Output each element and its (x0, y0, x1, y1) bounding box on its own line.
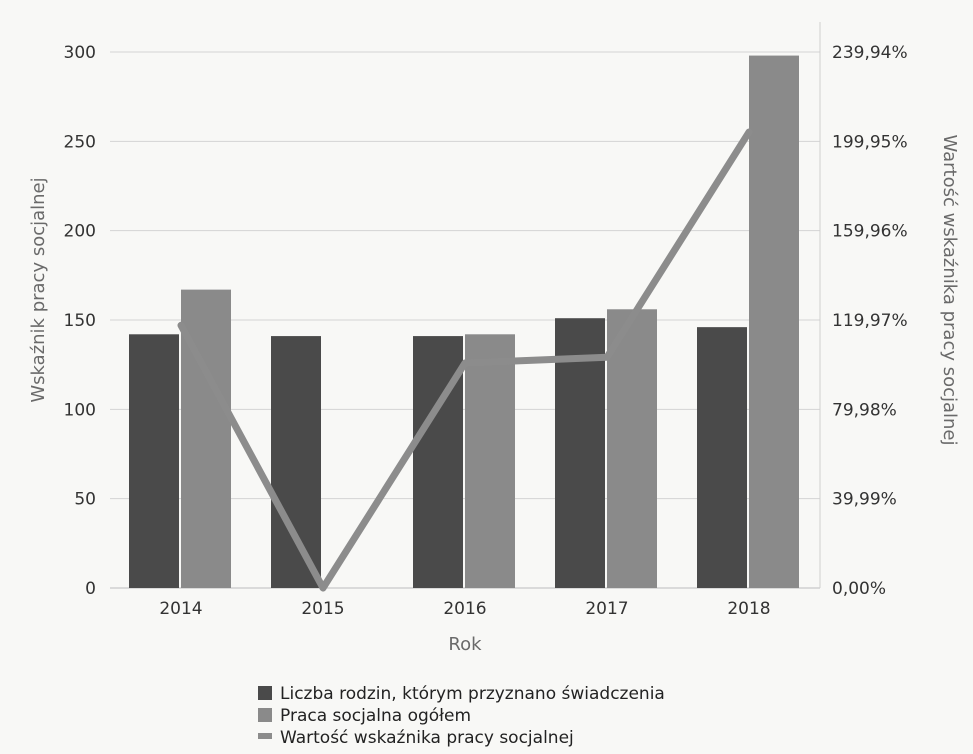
y-tick-label-left: 100 (64, 400, 96, 420)
bar (129, 334, 179, 588)
legend-swatch-families (258, 686, 272, 700)
y-tick-label-left: 300 (64, 43, 96, 63)
y-tick-label-left: 250 (64, 132, 96, 152)
y-axis-title-right: Wartość wskaźnika pracy socjalnej (939, 134, 960, 445)
y-tick-label-left: 50 (74, 490, 96, 510)
legend-item-families: Liczba rodzin, którym przyznano świadcze… (258, 684, 665, 704)
bar (465, 334, 515, 588)
bar (555, 318, 605, 588)
legend-label-social-work: Praca socjalna ogółem (280, 706, 471, 726)
legend-label-families: Liczba rodzin, którym przyznano świadcze… (280, 684, 665, 704)
y-tick-label-right: 199,95% (832, 132, 908, 152)
x-tick-label: 2015 (301, 599, 344, 619)
bar (271, 336, 321, 588)
legend: Liczba rodzin, którym przyznano świadcze… (258, 684, 665, 748)
tick-labels: 0 50 100 150 200 250 300 0,00% 39,99% 79,98% 119,9… (64, 43, 908, 619)
x-tick-label: 2018 (727, 599, 770, 619)
y-tick-label-right: 79,98% (832, 400, 897, 420)
bar (697, 327, 747, 588)
y-tick-label-right: 0,00% (832, 579, 886, 599)
bar (749, 55, 799, 588)
legend-swatch-ratio (258, 733, 272, 739)
x-axis-title: Rok (448, 634, 482, 655)
y-tick-label-right: 39,99% (832, 490, 897, 510)
series-line (177, 128, 753, 592)
y-tick-label-left: 200 (64, 222, 96, 242)
y-tick-label-right: 159,96% (832, 222, 908, 242)
x-tick-label: 2014 (159, 599, 202, 619)
legend-item-ratio: Wartość wskaźnika pracy socjalnej (258, 728, 574, 748)
legend-swatch-social-work (258, 708, 272, 722)
ratio-line (177, 128, 753, 592)
x-tick-label: 2016 (443, 599, 486, 619)
y-tick-label-left: 0 (85, 579, 96, 599)
legend-label-ratio: Wartość wskaźnika pracy socjalnej (280, 728, 574, 748)
bars (129, 55, 799, 588)
legend-item-social-work: Praca socjalna ogółem (258, 706, 471, 726)
bar (607, 309, 657, 588)
y-tick-label-left: 150 (64, 311, 96, 331)
y-tick-label-right: 239,94% (832, 43, 908, 63)
y-axis-title-left: Wskaźnik pracy socjalnej (28, 177, 49, 402)
x-tick-label: 2017 (585, 599, 628, 619)
y-tick-label-right: 119,97% (832, 311, 908, 331)
